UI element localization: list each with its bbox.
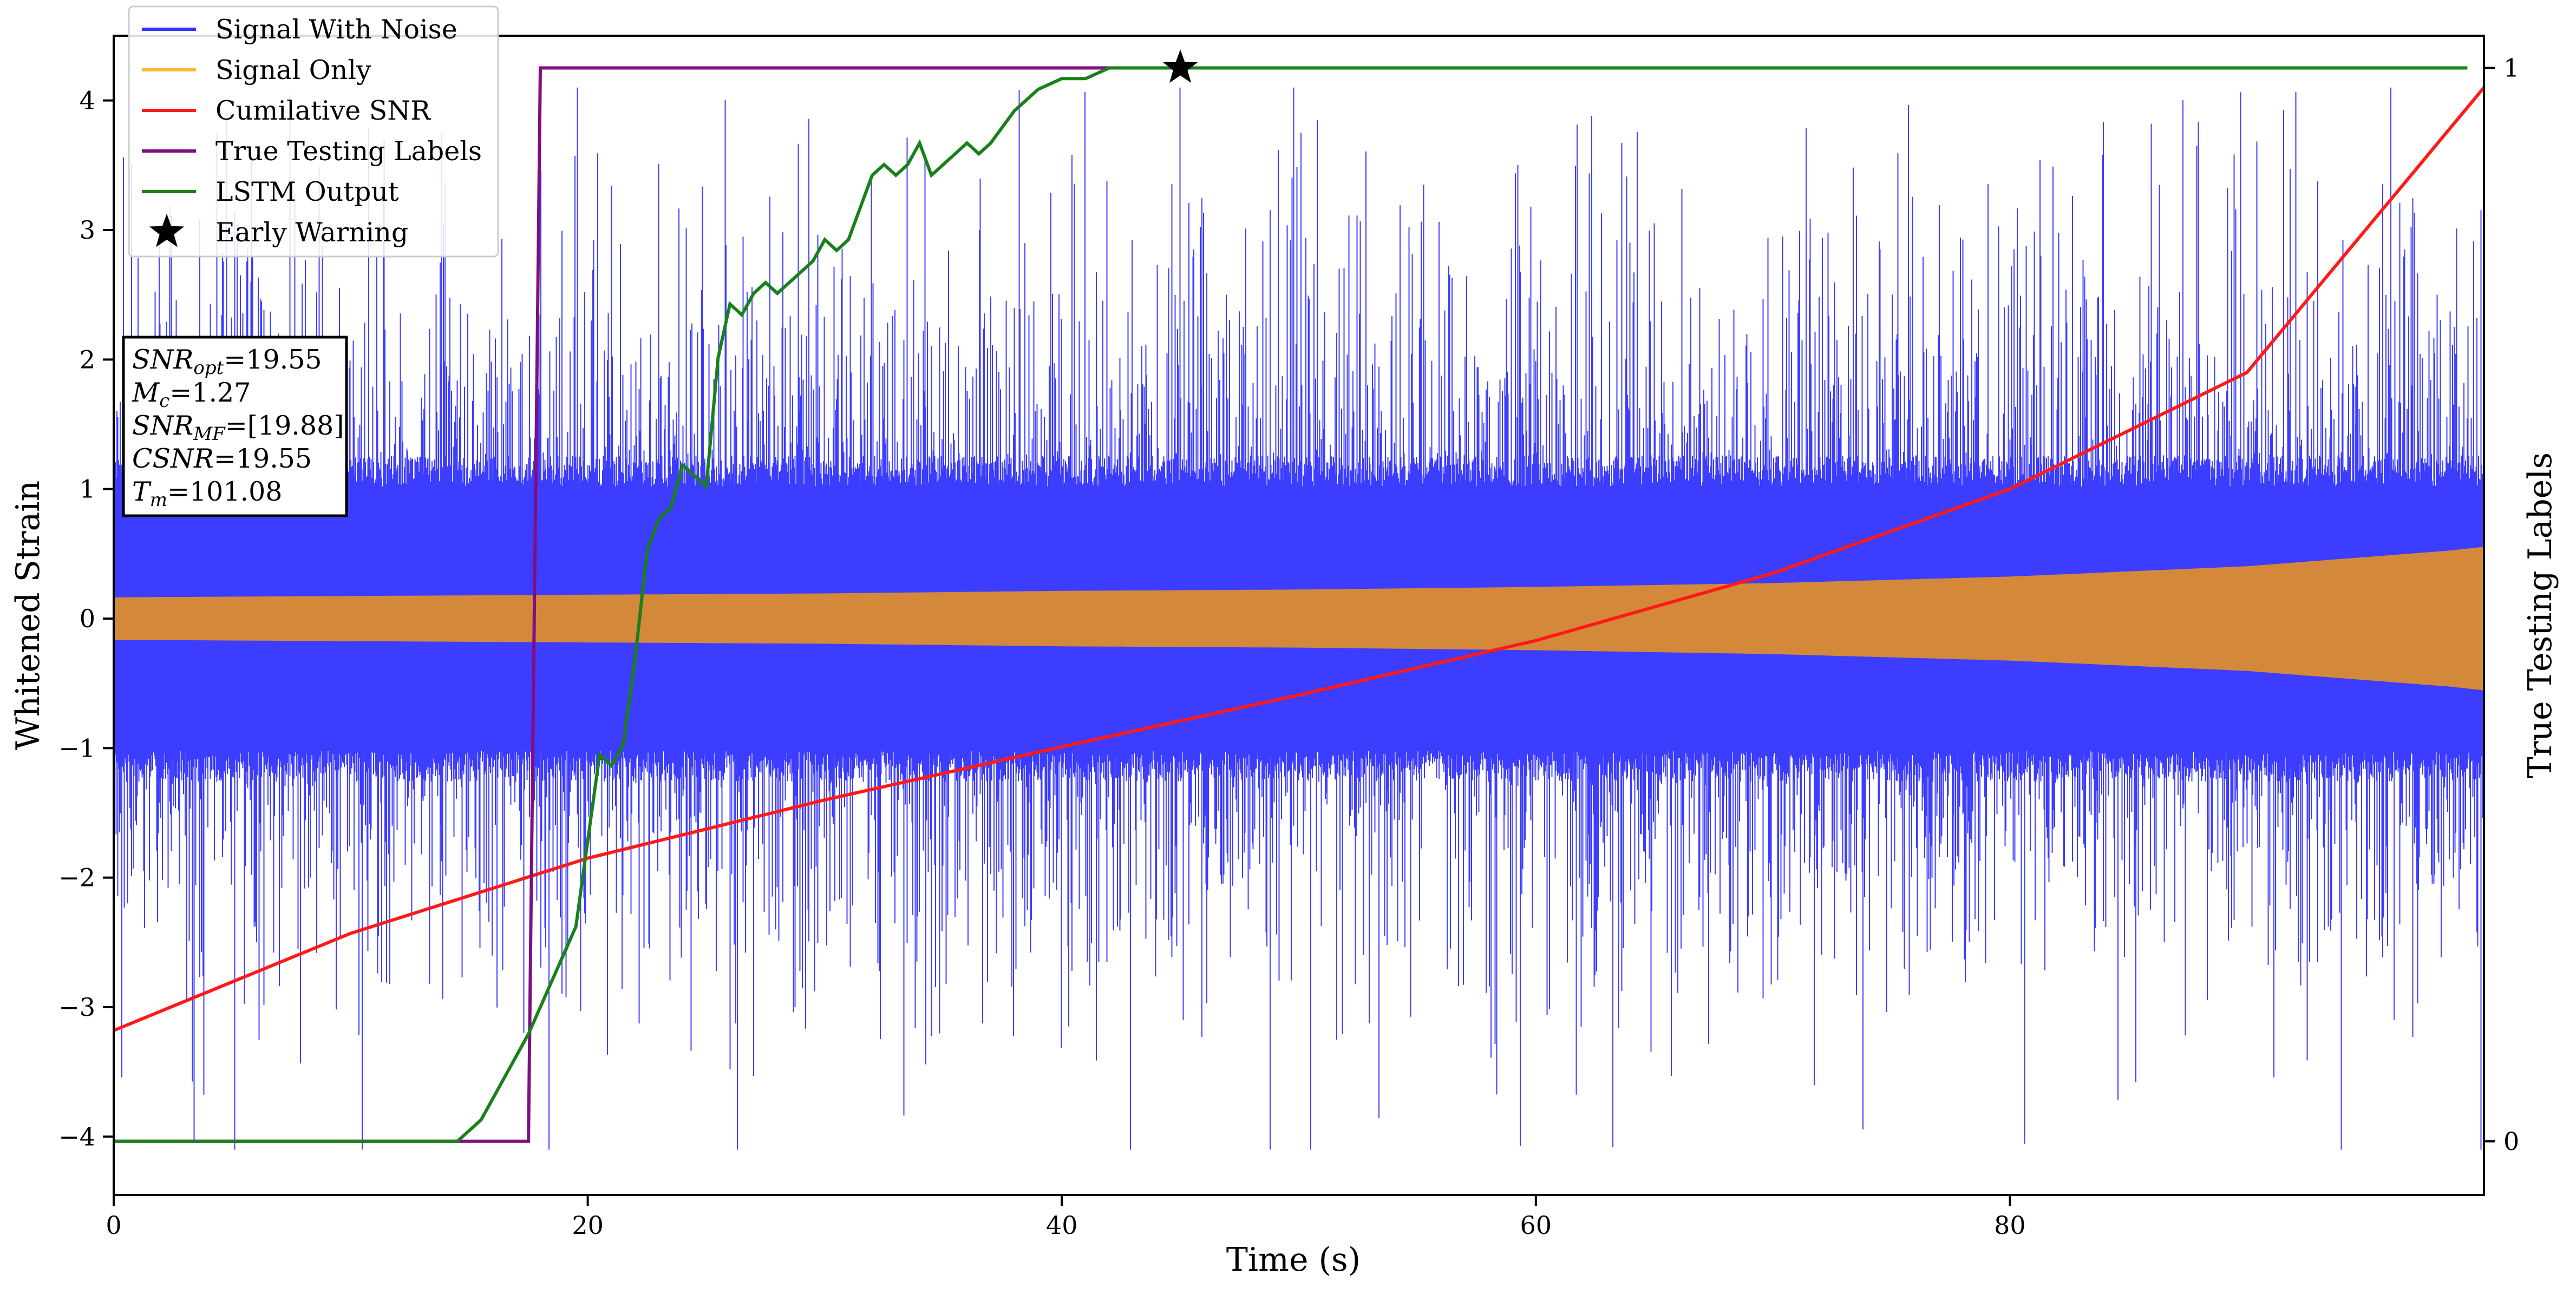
series-lstm-output (114, 66, 2468, 1143)
x-tick-label: 60 (1520, 1211, 1552, 1240)
legend: Signal With Noise Signal Only Cumilative S… (128, 5, 499, 258)
info-line: CSNR=19.55 (132, 443, 312, 474)
info-line: SNRMF=[19.88] (132, 410, 344, 445)
legend-box (128, 5, 499, 258)
y-tick-label: −1 (58, 733, 95, 763)
legend-star-icon (149, 214, 185, 247)
x-tick-label: 80 (1994, 1211, 2026, 1240)
legend-entry-label: Early Warning (215, 217, 408, 248)
info-line: Tm=101.08 (132, 476, 282, 511)
y-tick-label: −3 (58, 993, 95, 1022)
y-tick-label: 4 (80, 86, 95, 115)
info-line: SNRopt=19.55 (132, 344, 322, 379)
legend-entry-label: Signal With Noise (215, 14, 457, 45)
x-axis-label: Time (s) (1226, 1241, 1361, 1279)
plot-area (114, 49, 2484, 1150)
y2-tick-label: 0 (2503, 1127, 2519, 1156)
y-tick-label: −4 (58, 1122, 95, 1151)
info-line: Mc=1.27 (132, 377, 251, 412)
y2-axis-label: True Testing Labels (2521, 452, 2559, 779)
y-axis-label: Whitened Strain (9, 481, 47, 750)
y2-tick-label: 1 (2503, 54, 2519, 83)
legend-entry-label: True Testing Labels (215, 136, 482, 167)
y-tick-label: 3 (80, 215, 95, 245)
plot-frame (113, 35, 2485, 1196)
series-cumilative-snr (114, 86, 2484, 1032)
y-tick-label: 1 (80, 475, 95, 504)
x-tick-label: 40 (1046, 1211, 1078, 1240)
legend-entry-label: Cumilative SNR (215, 95, 431, 126)
x-tick-label: 20 (572, 1211, 604, 1240)
y-tick-label: 2 (80, 345, 95, 374)
legend-entry-label: LSTM Output (215, 176, 399, 207)
parameter-info-box: SNRopt=19.55Mc=1.27SNRMF=[19.88]CSNR=19.… (122, 336, 348, 517)
legend-entry-label: Signal Only (215, 55, 371, 86)
early-warning-marker (1162, 49, 1198, 83)
y-tick-label: 0 (80, 604, 95, 633)
info-box-frame (122, 336, 348, 517)
x-tick-label: 0 (106, 1211, 121, 1240)
series-signal-only (114, 547, 2484, 691)
y-tick-label: −2 (58, 863, 95, 892)
